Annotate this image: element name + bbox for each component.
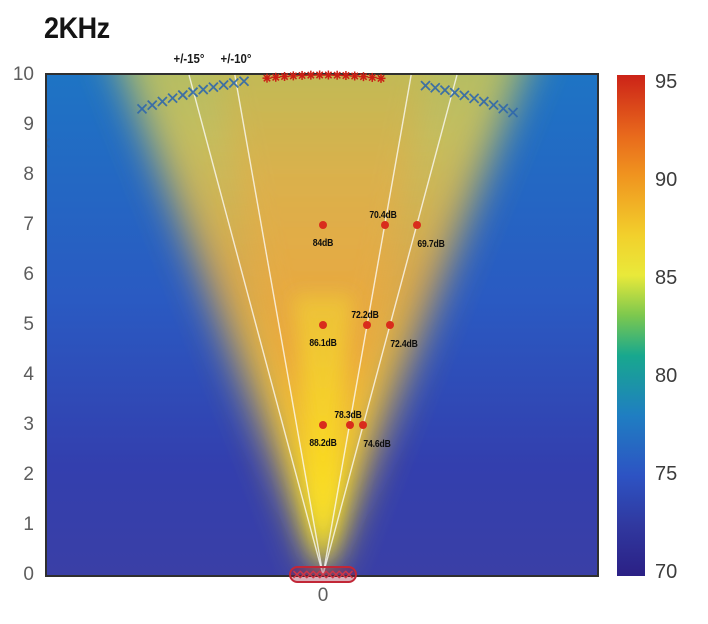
spl-dot [319,321,327,329]
x-marker [468,93,480,104]
x-marker [208,82,219,93]
angle-label-10: +/-10° [220,51,252,66]
y-tick-label: 5 [23,314,34,335]
x-marker [439,84,451,96]
x-marker [187,87,199,98]
asterisk-marker [306,70,316,80]
angle-label-15: +/-15° [173,51,205,66]
x-marker [136,103,148,115]
spl-dot [363,321,371,329]
x-marker [488,99,499,111]
colorbar-tick-label: 85 [655,267,678,289]
asterisk-marker [358,72,368,82]
x-marker [325,570,334,579]
x-marker [198,84,209,95]
x-marker [449,87,460,98]
y-tick-label: 4 [23,364,34,385]
chart-title: 2KHz [44,12,110,45]
guide-line [234,74,324,576]
x-marker [306,570,314,579]
x-marker [312,570,321,579]
colorbar-tick-label: 90 [655,169,678,191]
x-marker [218,79,229,91]
y-tick-label: 7 [23,214,34,235]
x-marker [498,103,509,114]
y-tick-label: 0 [23,564,34,585]
y-tick-label: 8 [23,164,34,185]
x-tick-label: 0 [317,585,329,606]
y-tick-label: 1 [23,514,34,535]
x-marker [430,82,441,93]
x-marker [157,96,168,107]
y-tick-label: 2 [23,464,34,485]
asterisk-marker [280,71,290,81]
overlay-canvas [47,70,597,583]
spl-dot [346,421,354,429]
y-tick-label: 3 [23,414,34,435]
y-tick-label: 9 [23,114,34,135]
y-tick-label: 10 [12,64,34,85]
guide-line [188,74,324,576]
x-marker [459,90,470,101]
colorbar-tick-label: 75 [655,463,678,485]
spl-dot [381,221,389,229]
asterisk-marker [315,70,325,80]
beam-cone-core [293,295,353,575]
heatmap-plot: 84dB 70.4dB 69.7dB 86.1dB 72.2dB 72.4dB 88.2dB… [45,70,599,583]
spl-dot [359,421,367,429]
spl-dot [319,421,327,429]
asterisk-marker [262,73,272,83]
asterisk-marker [288,71,298,81]
asterisk-marker [297,70,307,80]
asterisk-marker [271,72,281,82]
asterisk-marker [367,72,377,82]
y-axis: 0 1 2 3 4 5 6 7 8 9 10 [0,64,40,585]
x-marker [319,570,327,579]
colorbar-labels: 95 90 85 80 75 70 [652,71,702,583]
x-marker [299,570,308,579]
asterisk-marker [376,73,386,83]
x-marker [595,138,597,148]
x-marker [147,99,158,111]
x-marker [238,76,250,87]
spl-dot [386,321,394,329]
x-marker [47,137,51,149]
y-tick-label: 6 [23,264,34,285]
colorbar-tick-label: 70 [655,561,678,583]
asterisk-marker [341,71,351,81]
colorbar [617,75,645,576]
asterisk-marker [332,70,342,80]
x-marker [420,80,431,91]
x-marker [293,570,301,579]
colorbar-tick-label: 95 [655,71,678,93]
x-marker [507,107,519,118]
spl-dot [413,221,421,229]
x-marker [177,89,188,101]
colorbar-tick-label: 80 [655,365,678,387]
x-marker [478,96,489,107]
spl-dot [319,221,327,229]
asterisk-marker [323,70,333,80]
x-marker [338,570,347,579]
x-marker [345,570,353,579]
x-marker [167,93,178,104]
asterisk-marker [350,71,360,81]
x-marker [332,570,340,579]
x-marker [228,77,239,89]
